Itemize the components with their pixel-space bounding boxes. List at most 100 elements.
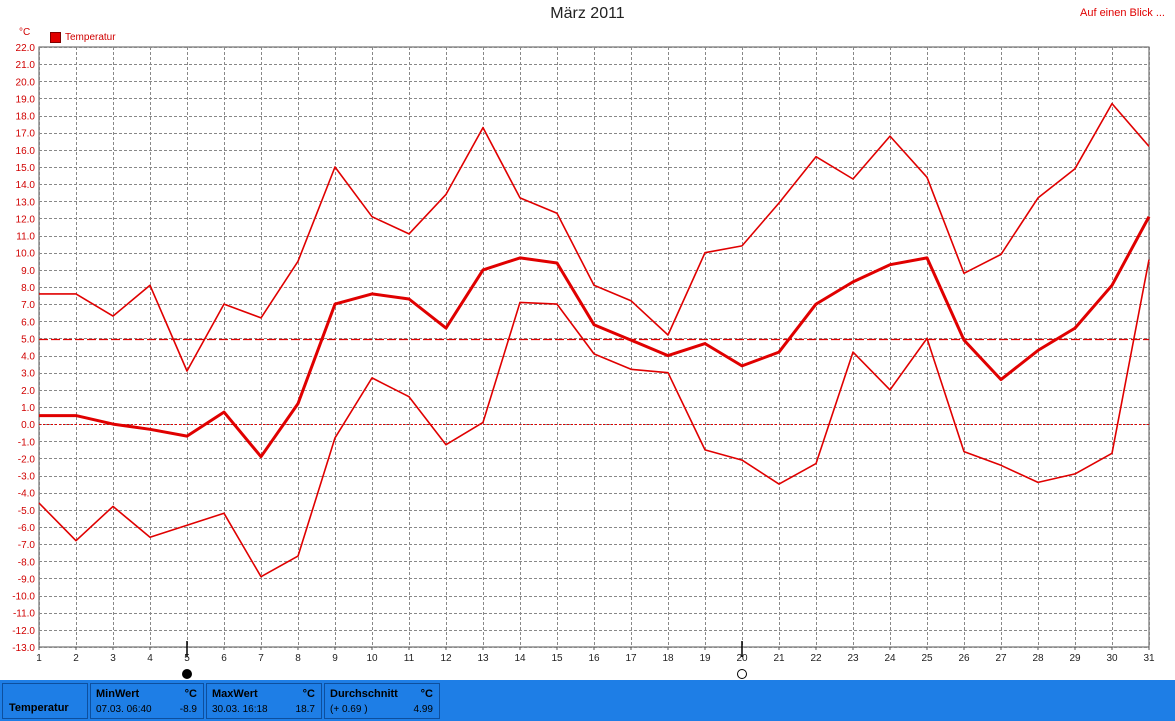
y-tick-label: 2.0	[21, 386, 35, 397]
y-tick-label: 10.0	[16, 249, 36, 260]
x-tick-label: 17	[625, 653, 637, 664]
legend-swatch	[50, 32, 61, 43]
x-tick-label: 19	[699, 653, 711, 664]
avg-value: 4.99	[413, 704, 433, 715]
y-tick-label: -8.0	[18, 557, 36, 568]
x-tick-label: 21	[773, 653, 785, 664]
y-tick-label: 20.0	[16, 77, 36, 88]
y-tick-label: 3.0	[21, 369, 35, 380]
y-tick-label: -7.0	[18, 540, 36, 551]
x-tick-label: 8	[295, 653, 301, 664]
x-tick-label: 16	[588, 653, 600, 664]
y-tick-label: 1.0	[21, 403, 35, 414]
x-tick-label: 27	[995, 653, 1007, 664]
x-tick-label: 4	[147, 653, 153, 664]
y-tick-label: 12.0	[16, 214, 36, 225]
x-tick-label: 31	[1143, 653, 1155, 664]
series-line-avg	[39, 215, 1151, 459]
stats-avg-cell: Durchschnitt °C (+ 0.69 ) 4.99	[324, 683, 440, 719]
y-tick-label: 18.0	[16, 112, 36, 123]
y-tick-label: -11.0	[13, 609, 35, 620]
new-moon-icon	[182, 669, 192, 679]
x-tick-label: 26	[958, 653, 970, 664]
max-unit: °C	[302, 688, 315, 700]
y-tick-label: 8.0	[21, 283, 35, 294]
min-heading: MinWert	[96, 688, 140, 700]
legend-label: Temperatur	[65, 32, 116, 43]
y-tick-label: 6.0	[21, 317, 35, 328]
y-tick-label: 21.0	[16, 60, 36, 71]
x-tick-label: 11	[404, 653, 415, 664]
y-tick-label: 17.0	[16, 129, 36, 140]
x-tick-label: 9	[332, 653, 338, 664]
chart-title: März 2011	[550, 5, 625, 22]
x-tick-label: 13	[477, 653, 489, 664]
y-tick-label: -10.0	[12, 592, 35, 603]
x-tick-label: 29	[1069, 653, 1081, 664]
y-tick-label: -5.0	[18, 506, 36, 517]
y-tick-label: -2.0	[18, 454, 36, 465]
max-heading: MaxWert	[212, 688, 258, 700]
x-tick-label: 6	[221, 653, 227, 664]
x-tick-label: 10	[366, 653, 378, 664]
x-tick-label: 30	[1106, 653, 1118, 664]
y-tick-label: 19.0	[16, 94, 36, 105]
y-tick-label: 0.0	[21, 420, 35, 431]
y-tick-labels: 22.0 21.0 20.0 19.0 18.0 17.0 16.0 15.0 14.0 13.0…	[12, 43, 35, 654]
y-tick-label: 22.0	[16, 43, 36, 54]
x-tick-label: 14	[514, 653, 526, 664]
series-line-min	[38, 259, 1150, 578]
full-moon-icon	[737, 669, 747, 679]
x-tick-label: 7	[258, 653, 264, 664]
min-value: -8.9	[179, 704, 197, 715]
x-tick-labels: 1 2 3 4 5 6 7 8 9 10 11 12 13 14 15 16 17 18 19 20 21 22 23 24 2…	[36, 647, 1155, 664]
y-tick-label: 16.0	[16, 146, 36, 157]
x-tick-label: 2	[73, 653, 79, 664]
x-tick-label: 23	[847, 653, 859, 664]
y-tick-label: 11.0	[16, 232, 35, 243]
y-tick-label: 4.0	[21, 352, 35, 363]
stats-max-cell: MaxWert °C 30.03. 16:18 18.7	[206, 683, 322, 719]
y-tick-label: -1.0	[18, 437, 36, 448]
avg-heading: Durchschnitt	[330, 688, 398, 700]
y-tick-label: 14.0	[16, 180, 36, 191]
series-lines	[38, 102, 1151, 578]
x-tick-label: 20	[736, 653, 748, 664]
stats-label-cell: Temperatur	[2, 683, 88, 719]
series-line-max	[39, 102, 1150, 372]
y-tick-label: 9.0	[21, 266, 35, 277]
y-tick-label: -12.0	[12, 626, 35, 637]
min-unit: °C	[184, 688, 197, 700]
y-tick-label: -3.0	[18, 472, 36, 483]
avg-unit: °C	[420, 688, 433, 700]
x-tick-label: 15	[551, 653, 563, 664]
x-tick-label: 12	[440, 653, 452, 664]
x-tick-label: 28	[1032, 653, 1044, 664]
x-tick-label: 18	[662, 653, 674, 664]
chart-grid	[38, 46, 1150, 648]
x-tick-label: 3	[110, 653, 116, 664]
y-tick-label: -6.0	[18, 523, 36, 534]
y-tick-label: -13.0	[12, 643, 35, 654]
x-tick-label: 24	[884, 653, 896, 664]
x-tick-label: 22	[810, 653, 822, 664]
x-tick-label: 5	[184, 653, 190, 664]
stats-label: Temperatur	[9, 702, 69, 714]
y-tick-label: 15.0	[16, 163, 36, 174]
y-tick-label: 7.0	[21, 300, 35, 311]
temperature-chart: 22.021.020.019.018.017.016.015.014.013.0…	[12, 43, 1155, 679]
min-time: 07.03. 06:40	[96, 704, 152, 715]
moon-phase-markers	[182, 641, 747, 679]
y-tick-label: 5.0	[21, 334, 35, 345]
y-tick-label: 13.0	[16, 197, 36, 208]
max-time: 30.03. 16:18	[212, 704, 268, 715]
x-tick-label: 1	[36, 653, 42, 664]
stats-bar: Temperatur MinWert °C 07.03. 06:40 -8.9 …	[0, 680, 1175, 721]
y-axis-unit: °C	[19, 27, 31, 38]
y-tick-label: -4.0	[18, 489, 36, 500]
y-tick-label: -9.0	[18, 574, 36, 585]
stats-min-cell: MinWert °C 07.03. 06:40 -8.9	[90, 683, 204, 719]
max-value: 18.7	[295, 704, 315, 715]
avg-delta: (+ 0.69 )	[330, 704, 368, 715]
overview-link[interactable]: Auf einen Blick ...	[1080, 7, 1165, 19]
